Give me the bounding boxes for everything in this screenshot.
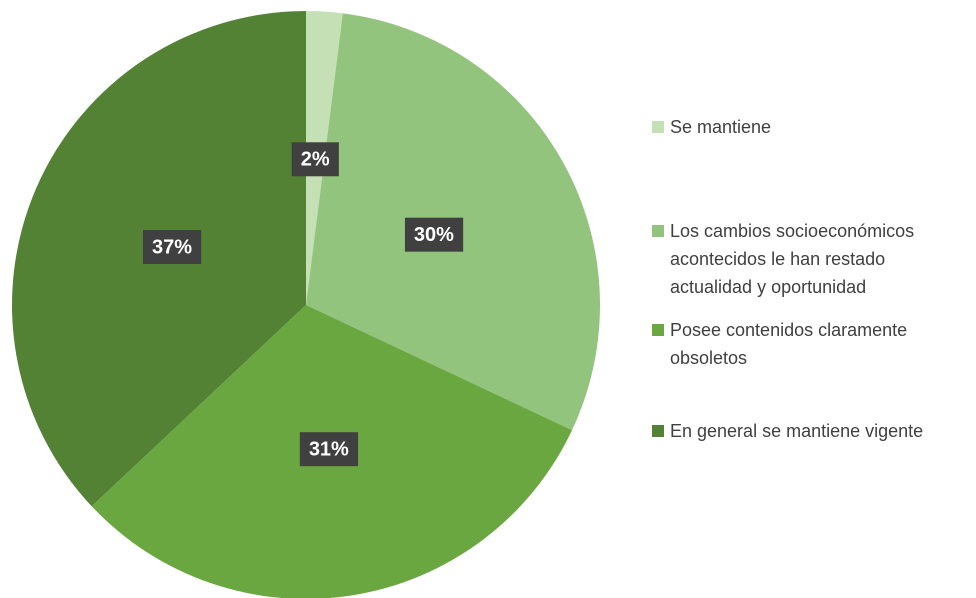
data-label: 30% [414,224,454,246]
legend-swatch [652,425,664,437]
chart: 2% 30% 31% 37% [11,11,600,598]
legend-label: Posee contenidos claramente obsoletos [670,320,908,368]
legend-item: Los cambios socioeconómicos acontecidos … [652,217,970,301]
legend-label: Se mantiene [670,117,772,137]
data-label-box [291,142,339,177]
legend-item: En general se mantiene vigente [652,417,970,445]
legend-swatch [652,121,664,133]
legend-swatch [652,324,664,336]
data-label: 37% [152,236,192,258]
data-label-box [404,217,464,252]
legend-label: En general se mantiene vigente [670,421,924,441]
data-label-box [299,432,359,467]
legend-swatch [652,225,664,237]
data-label: 2% [301,149,330,171]
data-label-box [142,230,202,265]
legend-item: Posee contenidos claramente obsoletos [652,316,970,372]
legend-label: Los cambios socioeconómicos acontecidos … [670,221,915,297]
data-label: 31% [309,438,349,460]
legend-item: Se mantiene [652,113,970,141]
